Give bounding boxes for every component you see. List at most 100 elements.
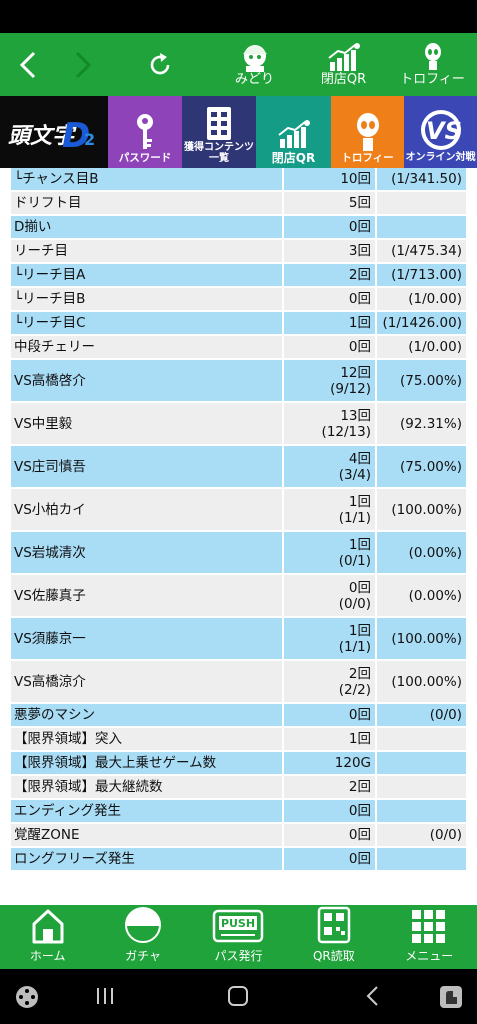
table-row: └リーチ目C 1回 (1/1426.00): [11, 312, 466, 334]
svg-text:D: D: [62, 116, 90, 156]
table-row: VS高橋啓介 12回 (9/12) (75.00%): [11, 360, 466, 401]
row-count: 0回: [282, 336, 375, 358]
floating-app-icon[interactable]: [438, 984, 464, 1010]
row-label: VS佐藤真子: [11, 575, 282, 616]
row-count: 5回: [282, 192, 375, 214]
qr-read-button[interactable]: QR読取: [286, 905, 381, 969]
online-battle-label: オンライン対戦: [405, 152, 476, 163]
row-label: VS高橋涼介: [11, 661, 282, 702]
chevron-right-icon: [75, 51, 91, 78]
row-count: 1回 (0/1): [282, 532, 375, 573]
row-count-detail: (9/12): [330, 380, 371, 397]
nav-midori[interactable]: みどり: [210, 33, 299, 96]
home-icon: [32, 909, 64, 944]
back-system-icon[interactable]: [363, 984, 383, 1008]
row-label: リーチ目: [11, 240, 282, 262]
pass-issue-button[interactable]: PUSH パス発行: [191, 905, 286, 969]
table-row: VS岩城清次 1回 (0/1) (0.00%): [11, 532, 466, 573]
table-row: └チャンス目B 10回 (1/341.50): [11, 168, 466, 190]
row-ratio: [375, 192, 466, 214]
trophy-button[interactable]: トロフィー: [331, 96, 404, 168]
svg-text:2: 2: [84, 130, 95, 149]
table-row: VS庄司慎吾 4回 (3/4) (75.00%): [11, 446, 466, 487]
stats-content[interactable]: └チャンス目B 10回 (1/341.50) ドリフト目 5回 D揃い 0回 リーチ目 3回 (1…: [0, 168, 477, 905]
nav-closing-qr[interactable]: 閉店QR: [299, 33, 388, 96]
nav-trophy[interactable]: トロフィー: [388, 33, 477, 96]
row-ratio: (0/0): [375, 704, 466, 726]
row-ratio: (100.00%): [375, 661, 466, 702]
table-row: VS中里毅 13回 (12/13) (92.31%): [11, 403, 466, 444]
row-count-value: 3回: [348, 243, 371, 259]
row-ratio: [375, 728, 466, 750]
row-count-value: 0回: [348, 827, 371, 843]
gacha-label: ガチャ: [125, 949, 162, 963]
push-badge-text: PUSH: [221, 917, 255, 930]
row-label: VS中里毅: [11, 403, 282, 444]
gacha-capsule-icon: [125, 907, 162, 943]
row-ratio: [375, 752, 466, 774]
home-button[interactable]: ホーム: [0, 905, 95, 969]
row-count: 0回: [282, 848, 375, 870]
row-count: 13回 (12/13): [282, 403, 375, 444]
nav-midori-label: みどり: [234, 72, 274, 87]
back-button[interactable]: [0, 33, 55, 96]
row-ratio: [375, 848, 466, 870]
push-pass-icon: PUSH: [213, 909, 264, 943]
row-count-value: 2回: [348, 665, 371, 682]
alien-trophy-icon: [356, 113, 379, 151]
table-row: 【限界領域】最大継続数 2回: [11, 776, 466, 798]
row-ratio: (1/1426.00): [375, 312, 466, 334]
home-label: ホーム: [29, 949, 66, 963]
menu-button[interactable]: メニュー: [382, 905, 477, 969]
status-bar: [0, 0, 477, 33]
online-battle-button[interactable]: VS オンライン対戦: [404, 96, 477, 168]
reload-icon: [150, 52, 170, 74]
system-navigation-bar: [0, 969, 477, 1024]
recent-apps-icon[interactable]: [95, 984, 115, 1008]
nav-closing-qr-label: 閉店QR: [320, 72, 367, 87]
row-count: 0回: [282, 824, 375, 846]
row-label: 覚醒ZONE: [11, 824, 282, 846]
row-count: 0回: [282, 288, 375, 310]
table-row: 【限界領域】最大上乗せゲーム数 120G: [11, 752, 466, 774]
row-ratio: (75.00%): [375, 360, 466, 401]
gacha-button[interactable]: ガチャ: [95, 905, 190, 969]
row-ratio: (0.00%): [375, 532, 466, 573]
row-count-value: 1回: [348, 315, 371, 331]
row-count-value: 2回: [348, 779, 371, 795]
row-label: └リーチ目C: [11, 312, 282, 334]
stats-table: └チャンス目B 10回 (1/341.50) ドリフト目 5回 D揃い 0回 リーチ目 3回 (1…: [11, 168, 466, 872]
forward-button[interactable]: [55, 33, 110, 96]
row-ratio: (100.00%): [375, 489, 466, 530]
game-logo[interactable]: 頭文字 D 2: [0, 96, 108, 168]
contents-list-label: 獲得コンテンツ 一覧: [184, 142, 254, 164]
closing-qr-button[interactable]: 閉店QR: [256, 96, 331, 168]
password-button[interactable]: パスワード: [108, 96, 182, 168]
online-vs-icon: VS: [420, 110, 461, 150]
chart-moon-icon: [327, 43, 360, 71]
midori-character-icon: [242, 45, 267, 72]
row-label: VS高橋啓介: [11, 360, 282, 401]
row-count-value: 2回: [348, 267, 371, 283]
table-row: 覚醒ZONE 0回 (0/0): [11, 824, 466, 846]
game-controller-icon[interactable]: [14, 984, 40, 1010]
row-label: VS岩城清次: [11, 532, 282, 573]
table-row: エンディング発生 0回: [11, 800, 466, 822]
row-label: 【限界領域】突入: [11, 728, 282, 750]
pass-issue-label: パス発行: [214, 949, 263, 963]
row-count: 1回 (1/1): [282, 489, 375, 530]
row-count-value: 13回: [340, 407, 371, 424]
row-label: VS庄司慎吾: [11, 446, 282, 487]
table-row: 中段チェリー 0回 (1/0.00): [11, 336, 466, 358]
row-count-value: 5回: [348, 195, 371, 211]
contents-list-button[interactable]: 獲得コンテンツ 一覧: [182, 96, 256, 168]
row-count-detail: (0/0): [338, 595, 371, 612]
reload-button[interactable]: [110, 33, 210, 96]
home-system-icon[interactable]: [226, 984, 250, 1008]
row-count-detail: (0/1): [338, 552, 371, 569]
row-ratio: (0.00%): [375, 575, 466, 616]
row-ratio: (92.31%): [375, 403, 466, 444]
row-count: 0回: [282, 216, 375, 238]
nav-trophy-label: トロフィー: [400, 72, 465, 87]
table-row: VS高橋涼介 2回 (2/2) (100.00%): [11, 661, 466, 702]
